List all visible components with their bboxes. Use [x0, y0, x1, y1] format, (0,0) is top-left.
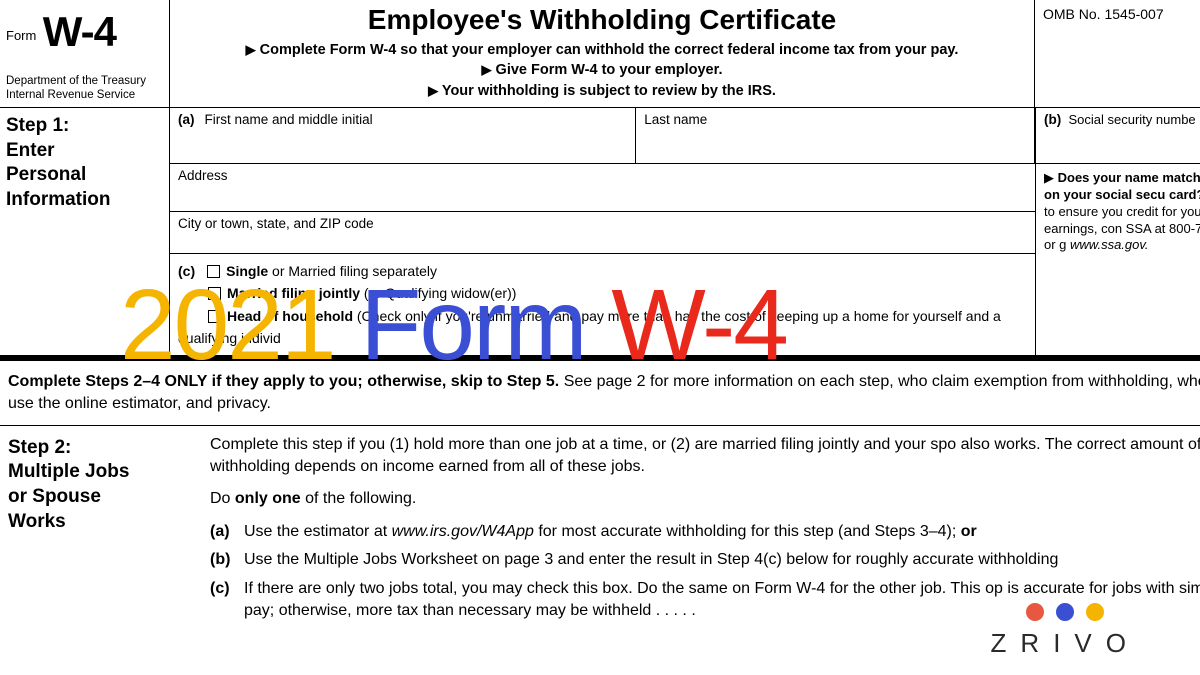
name-row: (a)First name and middle initial Last na… [170, 108, 1035, 164]
step2-block: Step 2: Multiple Jobs or Spouse Works Co… [0, 426, 1200, 629]
checkbox-single[interactable] [207, 265, 220, 278]
step2-body: Complete this step if you (1) hold more … [210, 434, 1200, 629]
sub-line3: ▶ Your withholding is subject to review … [180, 81, 1024, 101]
form-prefix: Form [6, 28, 36, 43]
instruction-paragraph: Complete Steps 2–4 ONLY if they apply to… [0, 361, 1200, 425]
address-field[interactable]: Address [170, 164, 1035, 212]
omb-number: OMB No. 1545-007 [1035, 0, 1200, 107]
step2-label: Step 2: Multiple Jobs or Spouse Works [0, 434, 210, 629]
form-title: Employee's Withholding Certificate [180, 4, 1024, 36]
w4-form: Form W-4 Department of the Treasury Inte… [0, 0, 1200, 628]
city-field[interactable]: City or town, state, and ZIP code [170, 212, 1035, 254]
form-id-block: Form W-4 Department of the Treasury Inte… [0, 0, 170, 107]
ssn-field[interactable]: (b) Social security numbe [1036, 108, 1200, 164]
dept-line1: Department of the Treasury [6, 74, 163, 88]
header-row: Form W-4 Department of the Treasury Inte… [0, 0, 1200, 108]
checkbox-married[interactable] [208, 287, 221, 300]
step1-label: Step 1: Enter Personal Information [0, 108, 170, 356]
filing-married: Married filing jointly (or Qualifying wi… [178, 282, 1027, 304]
step2-intro: Complete this step if you (1) hold more … [210, 434, 1200, 479]
ssn-note: ▶ Does your name match name on your soci… [1036, 164, 1200, 260]
filing-hoh: Head of household (Check only if you're … [178, 305, 1027, 350]
first-name-field[interactable]: (a)First name and middle initial [170, 108, 636, 163]
step2-do-one: Do only one of the following. [210, 488, 1200, 510]
filing-status: (c)Single or Married filing separately M… [170, 254, 1035, 356]
step2-opt-b: (b) Use the Multiple Jobs Worksheet on p… [210, 549, 1200, 571]
filing-single: (c)Single or Married filing separately [178, 260, 1027, 282]
step1-fields: (a)First name and middle initial Last na… [170, 108, 1035, 356]
step2-opt-a: (a) Use the estimator at www.irs.gov/W4A… [210, 521, 1200, 543]
step2-opt-c: (c) If there are only two jobs total, yo… [210, 578, 1200, 623]
form-code: W-4 [43, 8, 116, 56]
department-lines: Department of the Treasury Internal Reve… [6, 74, 163, 103]
last-name-field[interactable]: Last name [636, 108, 1035, 163]
checkbox-hoh[interactable] [208, 310, 221, 323]
sub-line1: ▶ Complete Form W-4 so that your employe… [180, 40, 1024, 60]
sub-line2: ▶ Give Form W-4 to your employer. [180, 60, 1024, 80]
step2-options: (a) Use the estimator at www.irs.gov/W4A… [210, 521, 1200, 623]
ssn-column: (b) Social security numbe ▶ Does your na… [1035, 108, 1200, 356]
step1-block: Step 1: Enter Personal Information (a)Fi… [0, 108, 1200, 357]
title-block: Employee's Withholding Certificate ▶ Com… [170, 0, 1035, 107]
logo-text: ZRIVO [991, 628, 1140, 659]
dept-line2: Internal Revenue Service [6, 88, 163, 102]
